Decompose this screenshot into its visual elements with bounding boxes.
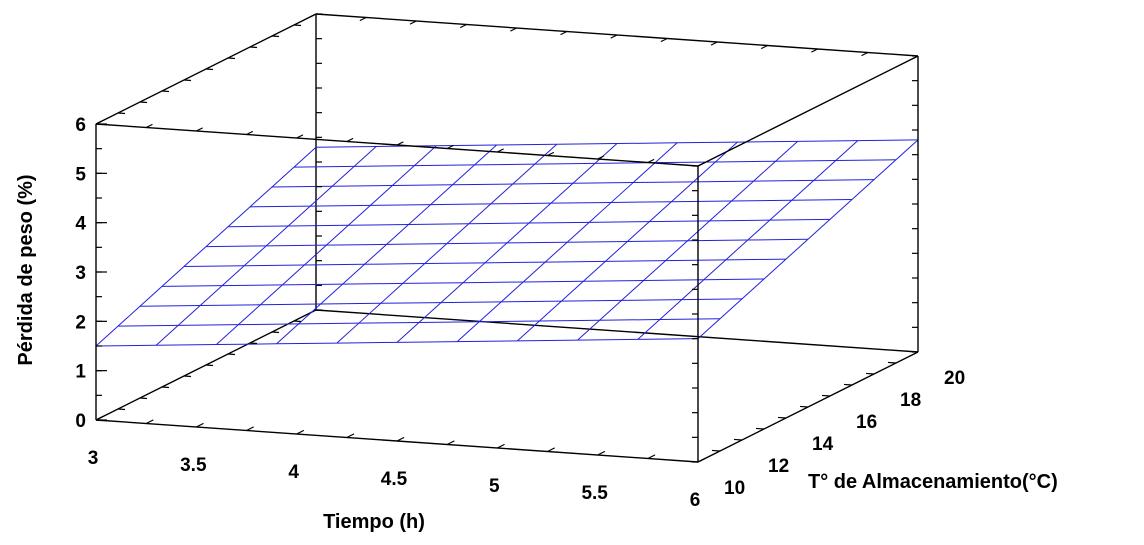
surface-line-time xyxy=(517,141,738,342)
x-top-tick xyxy=(359,16,367,22)
x-front-top-tick xyxy=(597,155,605,160)
x-tick xyxy=(95,415,104,421)
surface-line-time xyxy=(95,146,317,347)
x-front-top-tick xyxy=(497,148,504,153)
y-tick-label: 14 xyxy=(812,434,834,455)
x-tick xyxy=(196,422,204,428)
y-tick xyxy=(777,416,787,419)
x-front-top-tick xyxy=(145,123,153,129)
surface-line-time xyxy=(276,144,497,345)
surface-mesh xyxy=(95,139,919,347)
z-tick-label: 2 xyxy=(75,312,86,333)
x-tick xyxy=(145,419,154,425)
x-tick-label: 3.5 xyxy=(180,455,207,476)
surface-line-time xyxy=(336,143,558,344)
x-tick-label: 3 xyxy=(88,448,99,469)
y-axis-title: T° de Almacenamiento(°C) xyxy=(808,471,1058,493)
x-top-tick xyxy=(911,55,919,60)
surface-line-time xyxy=(396,143,618,343)
x-front-top-tick xyxy=(547,151,555,157)
y-tick-label: 12 xyxy=(768,456,789,477)
z-tick-label: 1 xyxy=(75,362,86,383)
axis-ticks xyxy=(95,13,919,463)
surface-line-time xyxy=(155,146,377,346)
x-front-top-tick xyxy=(647,158,655,164)
y-tick-label: 10 xyxy=(724,478,745,499)
x-front-top-tick xyxy=(246,130,254,136)
x-tick-label: 4 xyxy=(288,462,299,483)
surface-line-time xyxy=(697,139,919,340)
box-front-frame xyxy=(95,13,919,463)
y-tick xyxy=(711,449,721,452)
x-tick xyxy=(547,447,555,453)
z-tick-label: 6 xyxy=(75,115,86,136)
x-tick xyxy=(647,454,656,460)
right-top-depth-edge xyxy=(697,55,919,167)
z-tick-label: 0 xyxy=(75,411,86,432)
y-tick-label: 16 xyxy=(856,412,877,433)
x-tick xyxy=(597,450,606,456)
x-front-top-tick xyxy=(446,144,454,150)
x-top-tick xyxy=(459,23,467,29)
x-front-top-tick xyxy=(346,137,354,143)
x-axis-title: Tiempo (h) xyxy=(323,511,425,533)
y-tick xyxy=(689,460,699,463)
x-tick-label: 6 xyxy=(690,490,701,511)
x-top-tick xyxy=(560,30,568,36)
x-top-tick xyxy=(861,51,869,57)
y-tick xyxy=(865,372,875,375)
y-tick-label: 20 xyxy=(944,368,965,389)
y-tick xyxy=(799,405,809,408)
x-tick xyxy=(446,440,455,446)
x-tick-label: 5.5 xyxy=(581,483,608,504)
y-tick xyxy=(843,383,853,386)
z-tick-label: 3 xyxy=(75,263,86,284)
x-front-top-tick xyxy=(697,162,705,167)
x-top-tick xyxy=(610,34,618,39)
z-tick-label: 4 xyxy=(75,214,86,235)
x-top-tick xyxy=(309,13,317,18)
back-bottom-edge xyxy=(315,309,919,353)
surface-line-time xyxy=(637,140,859,340)
x-top-tick xyxy=(710,41,718,46)
y-tick xyxy=(733,438,743,441)
surface-line-time xyxy=(577,140,798,341)
x-tick xyxy=(296,429,305,435)
x-tick-label: 4.5 xyxy=(381,469,408,490)
z-axis-title: Pérdida de peso (%) xyxy=(15,174,37,365)
y-tick xyxy=(909,350,919,353)
x-tick xyxy=(497,443,505,449)
x-top-tick xyxy=(760,44,768,50)
y-tick xyxy=(887,361,897,364)
z-tick-label: 5 xyxy=(75,164,86,185)
y-tick xyxy=(821,394,831,397)
x-top-tick xyxy=(811,48,818,53)
x-top-tick xyxy=(409,20,417,25)
x-top-tick xyxy=(660,37,668,43)
y-tick xyxy=(755,427,765,430)
surface-line-time xyxy=(216,145,437,345)
x-front-top-tick xyxy=(296,134,304,139)
x-tick-label: 5 xyxy=(489,476,500,497)
x-tick xyxy=(396,436,405,442)
x-front-top-tick xyxy=(396,141,404,146)
x-top-tick xyxy=(510,27,517,32)
x-tick xyxy=(246,426,254,432)
surface-line-time xyxy=(456,142,678,342)
box-back-frame xyxy=(95,14,919,421)
x-tick xyxy=(346,433,355,439)
x-tick xyxy=(697,457,706,463)
y-tick-label: 18 xyxy=(900,390,921,411)
x-front-top-tick xyxy=(196,127,203,132)
